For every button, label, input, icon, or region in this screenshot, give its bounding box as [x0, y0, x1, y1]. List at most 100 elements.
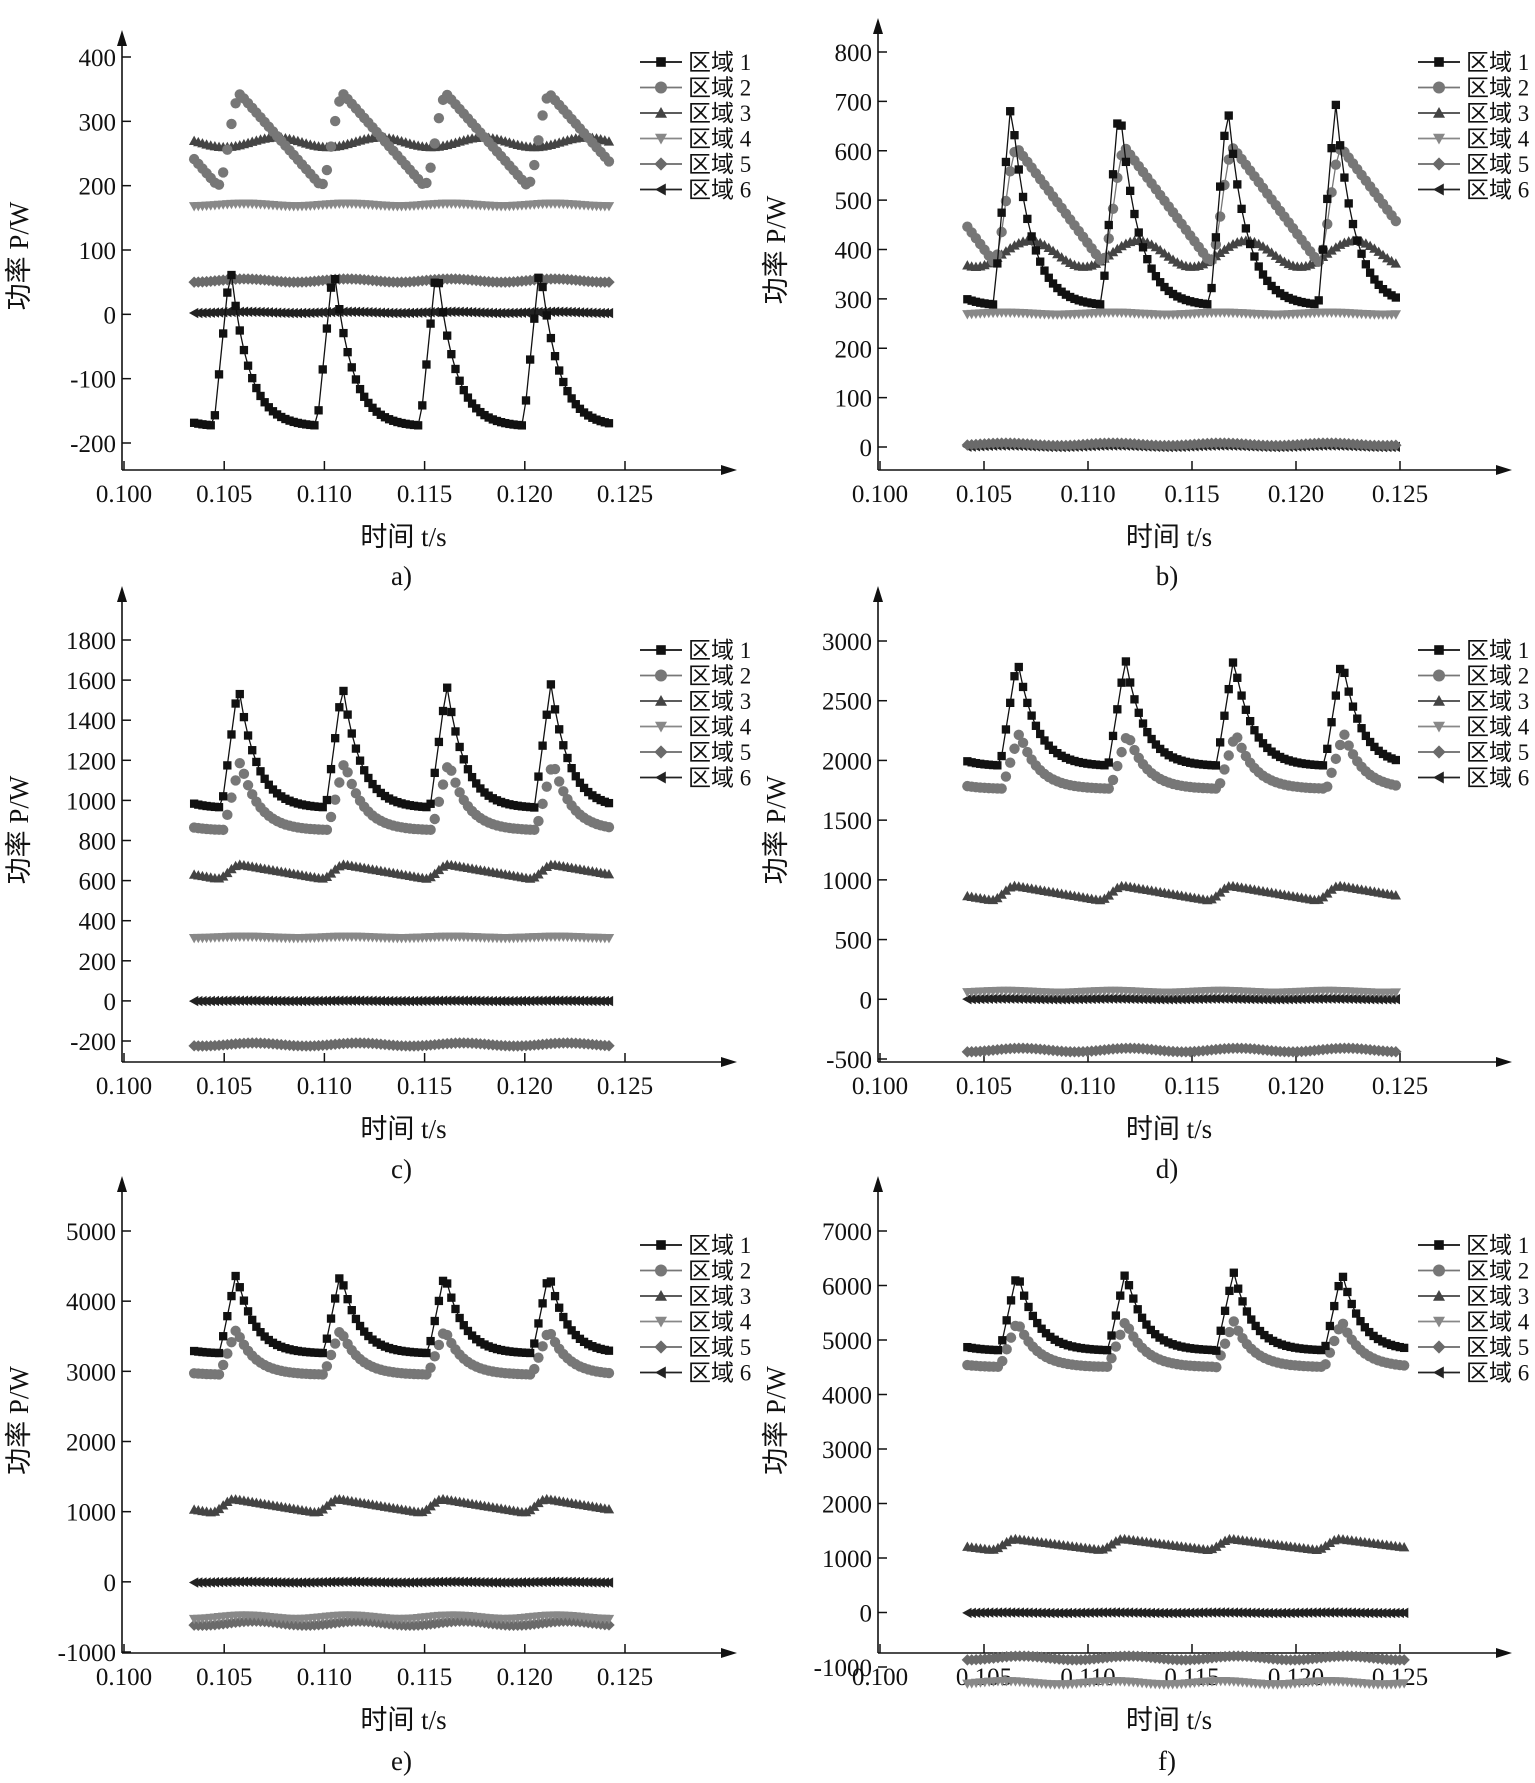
data-point	[214, 370, 224, 379]
data-point	[1331, 100, 1341, 110]
legend-label: 区域 3	[688, 1284, 751, 1309]
data-point	[339, 328, 348, 338]
data-point	[1130, 209, 1139, 219]
data-point	[537, 798, 548, 810]
data-point	[1040, 266, 1049, 275]
data-point	[1100, 271, 1109, 280]
y-axis-title: 功率 P/W	[761, 775, 791, 884]
data-point	[355, 1321, 365, 1331]
data-point	[1343, 1287, 1352, 1297]
data-point	[549, 763, 561, 775]
data-point	[1126, 186, 1135, 196]
x-tick-label: 0.120	[497, 1664, 553, 1691]
data-point	[1241, 224, 1251, 233]
data-point	[326, 764, 336, 774]
data-point	[338, 1330, 349, 1342]
data-point	[529, 1363, 540, 1375]
x-tick-label: 0.100	[852, 481, 908, 508]
data-point	[1010, 672, 1019, 681]
data-point	[534, 1319, 543, 1328]
legend-marker	[655, 1290, 667, 1301]
data-point	[235, 326, 244, 335]
data-point	[248, 373, 257, 383]
series-2	[962, 1316, 1410, 1373]
y-tick-label: 0	[104, 989, 117, 1016]
legend-marker	[655, 107, 667, 118]
data-point	[335, 305, 344, 314]
data-point	[546, 333, 556, 343]
data-point	[238, 768, 250, 780]
data-point	[1160, 282, 1169, 292]
legend-label: 区域 6	[1466, 178, 1529, 203]
data-point	[239, 712, 249, 722]
data-point	[1096, 760, 1105, 770]
data-point	[1317, 1345, 1326, 1355]
legend-label: 区域 5	[1466, 152, 1529, 177]
data-point	[1061, 290, 1071, 299]
panel-label: e)	[391, 1746, 412, 1776]
data-point	[455, 1313, 464, 1323]
y-tick-label: 0	[860, 435, 873, 462]
data-point	[231, 301, 240, 311]
data-point	[1275, 752, 1285, 762]
data-point	[1147, 734, 1156, 744]
legend-label: 区域 6	[688, 1361, 751, 1386]
y-axis-arrow	[873, 1176, 883, 1192]
data-point	[1322, 218, 1333, 230]
data-point	[1293, 296, 1302, 306]
y-tick-label: 800	[79, 829, 117, 856]
data-point	[1207, 1345, 1217, 1355]
data-point	[1134, 228, 1143, 237]
data-point	[1103, 783, 1114, 794]
legend-label: 区域 4	[1466, 1310, 1530, 1335]
data-point	[1006, 1296, 1016, 1305]
data-point	[1223, 750, 1234, 761]
y-tick-label: 800	[835, 40, 873, 67]
data-point	[1050, 1335, 1059, 1344]
data-point	[1242, 1307, 1252, 1316]
data-point	[1313, 894, 1324, 904]
y-tick-label: 400	[835, 238, 873, 265]
series-3	[188, 859, 615, 883]
data-point	[1288, 295, 1298, 304]
data-point	[1334, 1281, 1343, 1291]
data-point	[260, 774, 269, 783]
data-point	[256, 391, 265, 401]
data-point	[555, 366, 564, 375]
data-point	[334, 777, 345, 788]
data-point	[1040, 736, 1049, 745]
data-point	[1199, 1345, 1208, 1354]
data-point	[1382, 1339, 1391, 1348]
data-point	[1387, 754, 1396, 763]
data-point	[1160, 748, 1169, 757]
data-point	[546, 1277, 556, 1286]
data-point	[971, 758, 981, 768]
x-tick-label: 0.120	[497, 481, 553, 508]
data-point	[443, 1279, 452, 1288]
data-point	[1271, 750, 1281, 759]
data-point	[1229, 1268, 1238, 1277]
data-point	[1356, 1317, 1365, 1326]
data-point	[1151, 740, 1161, 749]
data-point	[326, 1314, 336, 1323]
data-point	[434, 1296, 444, 1306]
legend-label: 区域 1	[1466, 1233, 1529, 1258]
series-6	[188, 1576, 614, 1588]
data-point	[1017, 737, 1029, 749]
data-point	[1211, 233, 1221, 242]
series-line	[194, 1273, 610, 1354]
y-axis-arrow	[873, 18, 883, 34]
data-point	[1048, 279, 1058, 288]
data-point	[331, 274, 340, 284]
data-point	[1133, 1305, 1142, 1314]
data-point	[252, 1322, 261, 1331]
data-point	[1031, 721, 1041, 730]
data-point	[1353, 236, 1362, 245]
data-point	[343, 347, 352, 357]
data-point	[529, 824, 540, 836]
data-point	[1325, 1321, 1335, 1331]
data-point	[567, 763, 576, 773]
y-axis-title: 功率 P/W	[4, 201, 34, 310]
data-point	[976, 759, 985, 768]
legend: 区域 1区域 2区域 3区域 4区域 5区域 6	[1418, 50, 1530, 203]
